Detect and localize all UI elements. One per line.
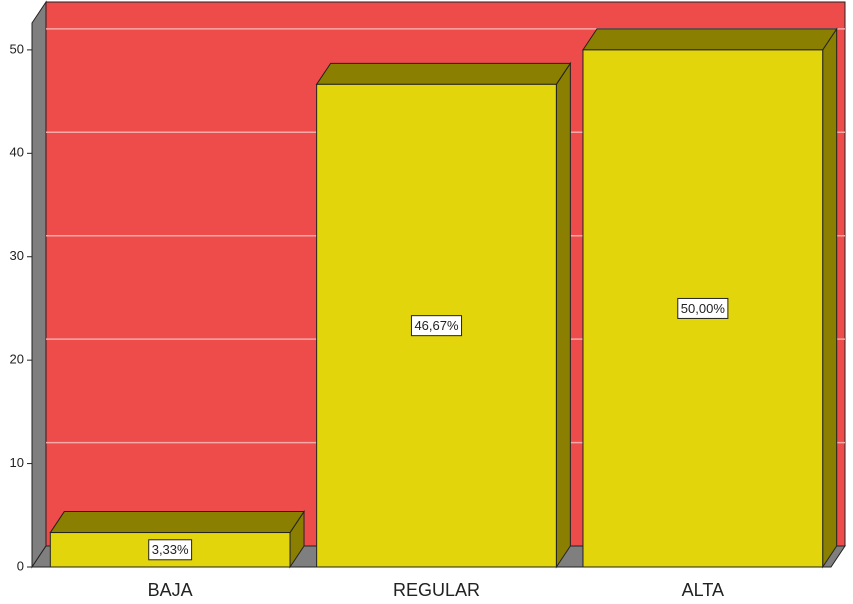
value-label: 50,00% <box>681 301 726 316</box>
y-tick-label: 10 <box>10 455 24 470</box>
bar-side <box>555 61 571 569</box>
side-wall <box>31 0 47 569</box>
y-tick-label: 40 <box>10 145 24 160</box>
y-tick-label: 0 <box>17 558 24 573</box>
value-label-box <box>410 315 463 337</box>
bar-top <box>582 28 838 51</box>
bar-top <box>49 511 305 534</box>
x-tick-label: BAJA <box>148 580 193 600</box>
x-tick-label: REGULAR <box>393 580 480 600</box>
y-tick-label: 50 <box>10 41 24 56</box>
x-tick-label: ALTA <box>682 580 724 600</box>
bar-top <box>315 62 572 85</box>
value-label-box <box>148 539 193 561</box>
value-label: 46,67% <box>414 318 459 333</box>
value-label-box <box>677 297 729 319</box>
value-label: 3,33% <box>152 542 189 557</box>
y-tick-label: 20 <box>10 352 24 367</box>
bar-side <box>822 27 838 569</box>
y-tick-label: 30 <box>10 248 24 263</box>
